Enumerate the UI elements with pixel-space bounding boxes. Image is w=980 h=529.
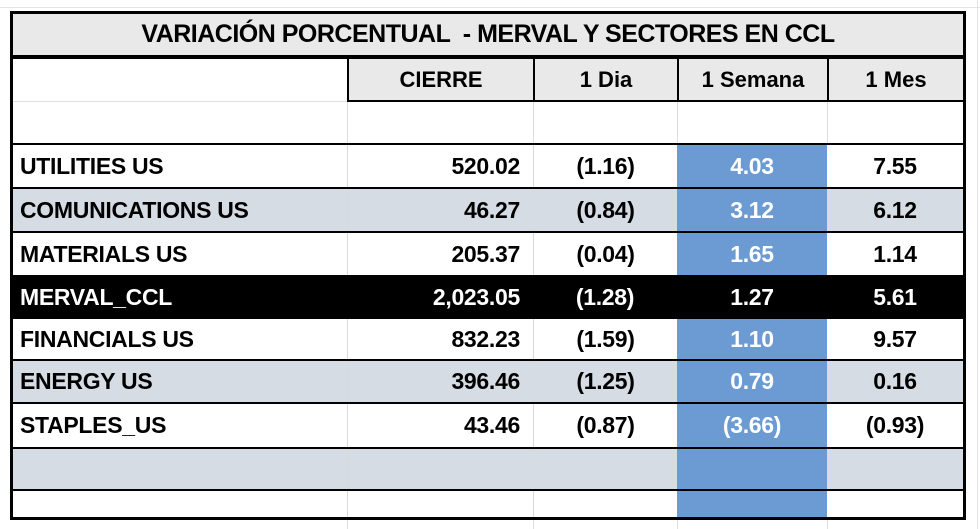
spacer-row — [13, 102, 963, 143]
table-row-utilities: UTILITIES US 520.02 (1.16) 4.03 7.55 — [13, 143, 963, 187]
table-title: VARIACIÓN PORCENTUAL - MERVAL Y SECTORES… — [13, 14, 963, 59]
cell-mes — [827, 491, 963, 517]
cell-cierre — [347, 449, 533, 489]
column-header-1semana: 1 Semana — [677, 59, 827, 102]
spreadsheet-gridline-vertical — [977, 0, 978, 529]
cell-dia: (1.16) — [533, 145, 677, 187]
table-row-empty — [13, 447, 963, 489]
spreadsheet-gridline-stub — [533, 519, 534, 529]
cell-semana-highlight: 4.03 — [677, 145, 827, 187]
cell-cierre — [347, 491, 533, 517]
table-row-energy: ENERGY US 396.46 (1.25) 0.79 0.16 — [13, 359, 963, 402]
cell-label: COMUNICATIONS US — [13, 189, 347, 231]
merval-sectors-table: VARIACIÓN PORCENTUAL - MERVAL Y SECTORES… — [10, 11, 966, 520]
cell-cierre: 46.27 — [347, 189, 533, 231]
spreadsheet-gridline-horizontal — [0, 7, 980, 8]
cell-dia: (1.25) — [533, 361, 677, 402]
cell-label: MERVAL_CCL — [13, 277, 347, 317]
cell-semana-highlight: 3.12 — [677, 189, 827, 231]
cell-mes: (0.93) — [827, 404, 963, 447]
cell-mes: 0.16 — [827, 361, 963, 402]
cell-semana: 1.27 — [677, 277, 827, 317]
table-row-comunications: COMUNICATIONS US 46.27 (0.84) 3.12 6.12 — [13, 187, 963, 231]
cell-dia — [533, 449, 677, 489]
cell-dia: (0.84) — [533, 189, 677, 231]
cell-label: FINANCIALS US — [13, 319, 347, 359]
cell-mes — [827, 102, 963, 143]
cell-dia: (1.28) — [533, 277, 677, 317]
table-row-financials: FINANCIALS US 832.23 (1.59) 1.10 9.57 — [13, 317, 963, 359]
cell-semana-highlight: 0.79 — [677, 361, 827, 402]
cell-label: UTILITIES US — [13, 145, 347, 187]
cell-label: MATERIALS US — [13, 233, 347, 275]
cell-cierre: 520.02 — [347, 145, 533, 187]
cell-cierre: 2,023.05 — [347, 277, 533, 317]
table-row-materials: MATERIALS US 205.37 (0.04) 1.65 1.14 — [13, 231, 963, 275]
cell-semana-highlight: (3.66) — [677, 404, 827, 447]
cell-semana-highlight: 1.10 — [677, 319, 827, 359]
table-row-staples: STAPLES_US 43.46 (0.87) (3.66) (0.93) — [13, 402, 963, 447]
cell-mes: 5.61 — [827, 277, 963, 317]
cell-semana-highlight — [677, 449, 827, 489]
cell-dia — [533, 491, 677, 517]
spreadsheet-gridline-stub — [827, 519, 828, 529]
cell-mes — [827, 449, 963, 489]
cell-mes: 6.12 — [827, 189, 963, 231]
table-header-row: CIERRE 1 Dia 1 Semana 1 Mes — [13, 59, 963, 102]
header-blank-cell — [13, 59, 347, 102]
cell-mes: 9.57 — [827, 319, 963, 359]
cell-dia: (0.04) — [533, 233, 677, 275]
cell-label — [13, 102, 347, 143]
cell-label — [13, 449, 347, 489]
column-header-cierre: CIERRE — [347, 59, 533, 102]
table-row-empty — [13, 489, 963, 517]
column-header-1mes: 1 Mes — [827, 59, 963, 102]
table-row-merval-ccl-highlighted: MERVAL_CCL 2,023.05 (1.28) 1.27 5.61 — [13, 275, 963, 317]
cell-cierre: 396.46 — [347, 361, 533, 402]
cell-dia — [533, 102, 677, 143]
cell-mes: 1.14 — [827, 233, 963, 275]
cell-label: STAPLES_US — [13, 404, 347, 447]
spreadsheet-gridline-stub — [677, 519, 678, 529]
cell-label: ENERGY US — [13, 361, 347, 402]
cell-cierre: 43.46 — [347, 404, 533, 447]
cell-cierre: 832.23 — [347, 319, 533, 359]
cell-label — [13, 491, 347, 517]
cell-semana-highlight: 1.65 — [677, 233, 827, 275]
cell-dia: (1.59) — [533, 319, 677, 359]
cell-cierre: 205.37 — [347, 233, 533, 275]
spreadsheet-gridline-stub — [347, 519, 348, 529]
cell-mes: 7.55 — [827, 145, 963, 187]
cell-semana — [677, 102, 827, 143]
cell-dia: (0.87) — [533, 404, 677, 447]
column-header-1dia: 1 Dia — [533, 59, 677, 102]
cell-cierre — [347, 102, 533, 143]
cell-semana-highlight — [677, 491, 827, 517]
